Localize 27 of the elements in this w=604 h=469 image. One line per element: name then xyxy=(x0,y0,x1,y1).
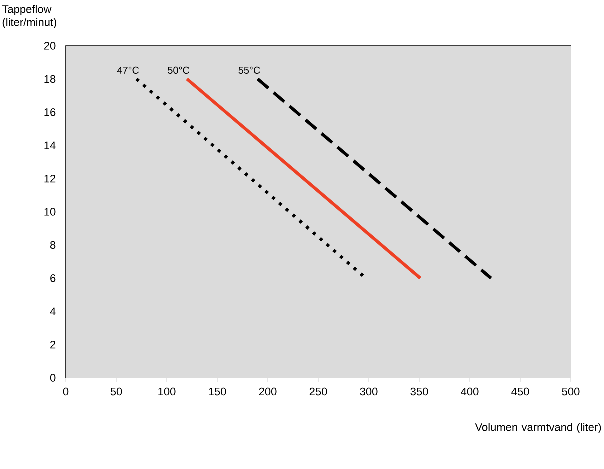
y-tick-label: 10 xyxy=(44,208,56,216)
y-tick-label: 14 xyxy=(44,142,56,150)
y-tick-label: 4 xyxy=(50,308,56,316)
x-tick-label: 50 xyxy=(110,388,122,396)
y-tick-label: 8 xyxy=(50,241,56,250)
x-tick-label: 400 xyxy=(461,388,479,396)
y-tick-label: 12 xyxy=(44,174,56,183)
y-tick-label: 6 xyxy=(50,274,56,282)
x-tick-label: 250 xyxy=(310,388,328,396)
y-tick-label: 16 xyxy=(44,108,56,116)
y-tick-label: 0 xyxy=(50,374,56,382)
series-label: 50°C xyxy=(168,66,190,74)
x-tick-label: 200 xyxy=(259,388,277,396)
series-label: 47°C xyxy=(117,66,140,74)
x-tick-label: 300 xyxy=(360,388,378,396)
x-axis-title: Volumen varmtvand (liter) xyxy=(475,423,602,434)
x-tick-label: 150 xyxy=(209,388,226,396)
y-tick-label: 2 xyxy=(50,340,56,349)
x-tick-label: 450 xyxy=(512,388,530,396)
y-tick-label: 18 xyxy=(44,75,56,84)
x-tick-label: 350 xyxy=(410,388,428,396)
x-tick-label: 0 xyxy=(63,388,69,396)
x-tick-label: 100 xyxy=(158,388,176,396)
x-tick-label: 500 xyxy=(562,388,580,396)
y-axis-title: Tappeflow (liter/minut) xyxy=(2,5,57,28)
y-tick-label: 20 xyxy=(44,42,56,50)
series-label: 55°C xyxy=(238,66,260,74)
